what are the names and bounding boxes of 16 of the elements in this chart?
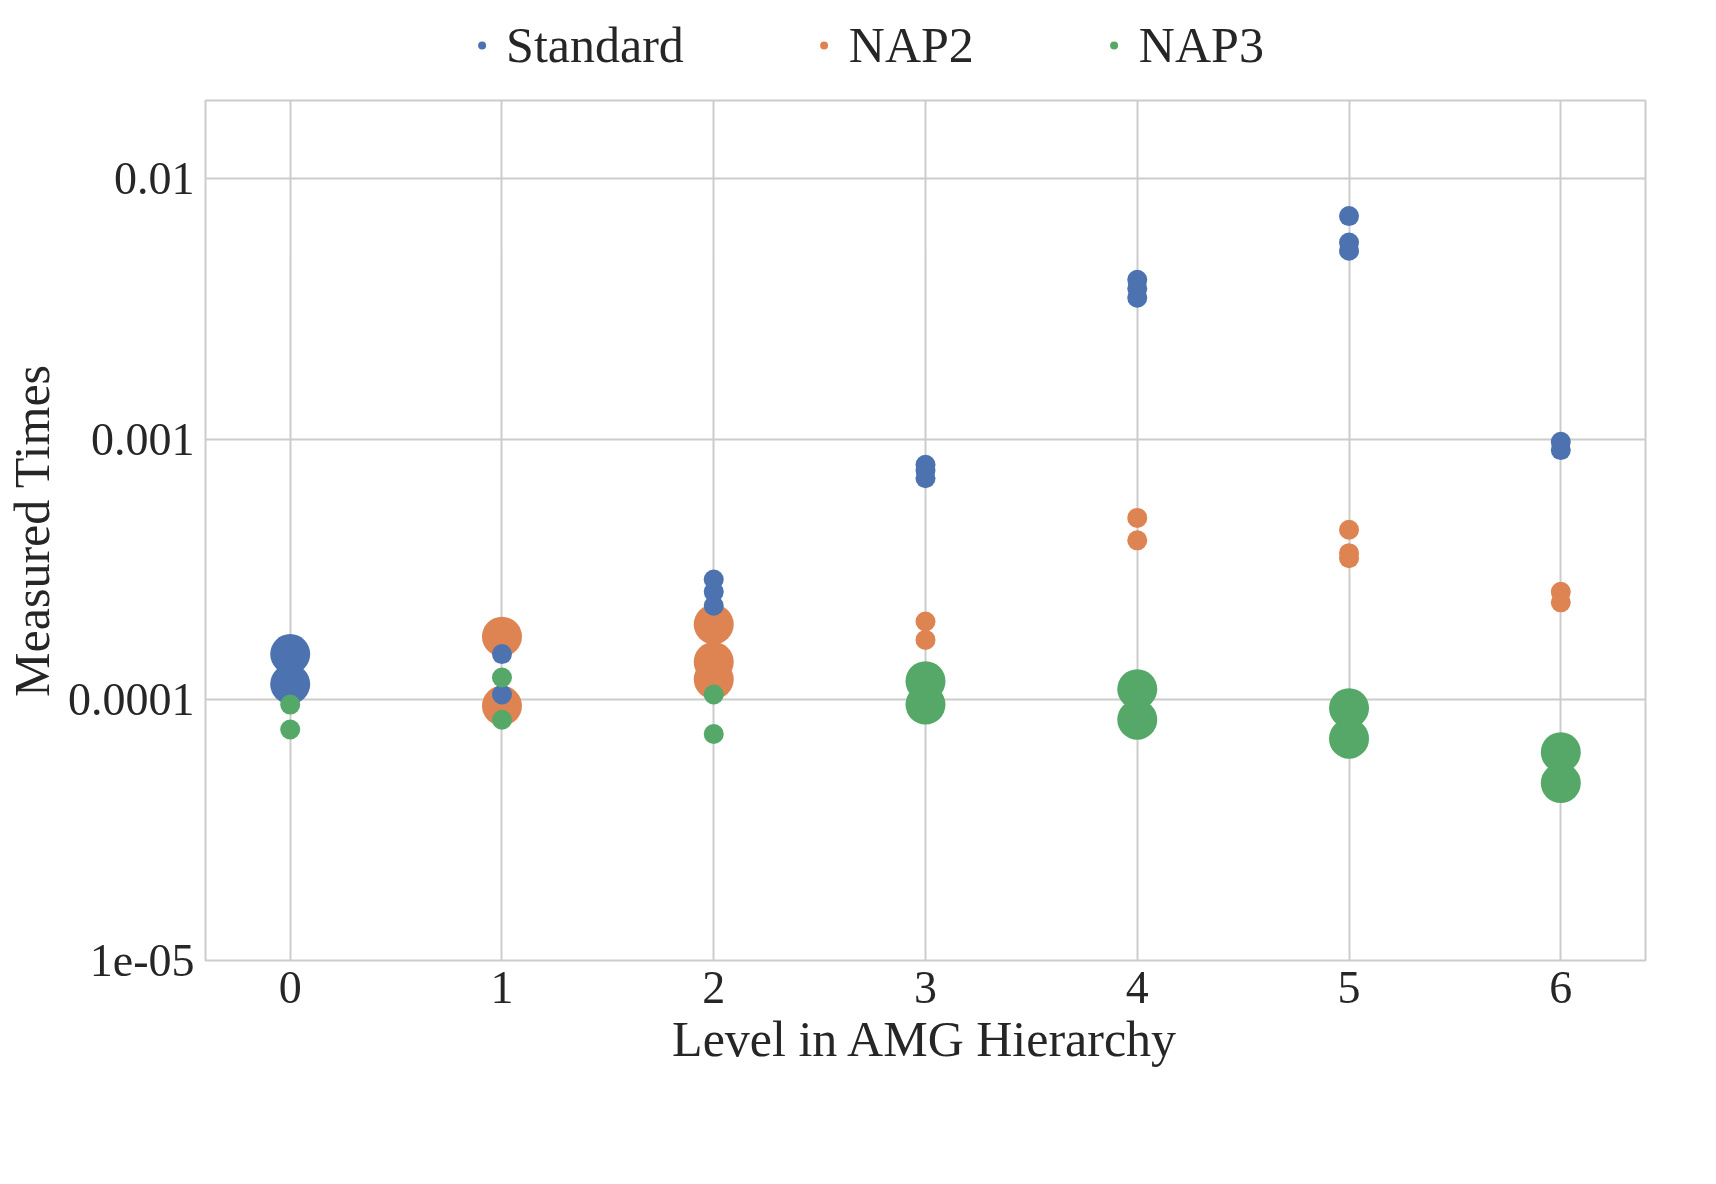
y-tick-label: 0.0001 — [68, 674, 195, 726]
x-tick-label: 4 — [1125, 961, 1149, 1013]
x-tick-label: 3 — [914, 961, 937, 1013]
x-tick-label: 6 — [1549, 961, 1573, 1013]
x-tick-label: 0 — [278, 961, 302, 1013]
legend-label: NAP3 — [1138, 16, 1264, 74]
x-axis-title: Level in AMG Hierarchy — [672, 1010, 1177, 1067]
y-tick-label: 1e-05 — [89, 935, 195, 986]
legend-label: NAP2 — [848, 16, 974, 74]
x-tick-label: 1 — [490, 961, 514, 1013]
y-tick-label: 0.001 — [91, 413, 195, 465]
y-axis-title: Measured Times — [4, 364, 60, 697]
legend-label: Standard — [506, 16, 684, 74]
y-tick-label: 0.01 — [114, 153, 195, 205]
x-tick-label: 2 — [702, 961, 726, 1013]
x-tick-label: 5 — [1337, 961, 1361, 1013]
